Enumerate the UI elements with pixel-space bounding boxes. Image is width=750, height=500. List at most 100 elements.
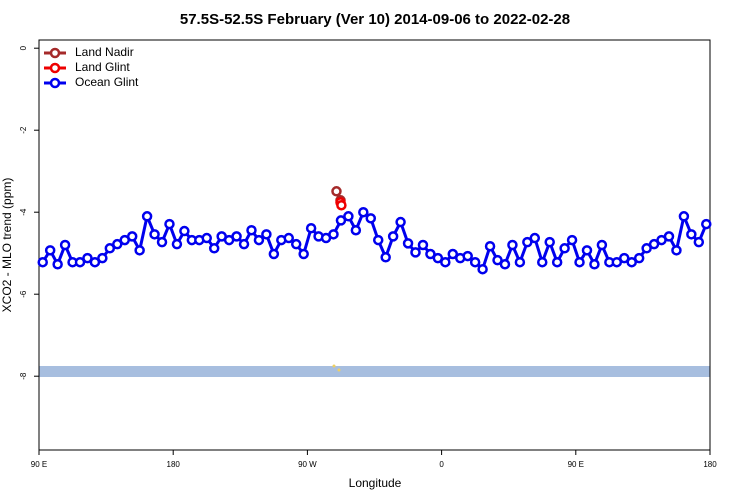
point <box>619 252 630 264</box>
point <box>305 222 317 234</box>
legend-marker <box>49 47 61 59</box>
point <box>97 252 108 264</box>
point <box>246 224 257 236</box>
point <box>589 259 600 270</box>
point <box>328 229 339 240</box>
point <box>59 239 71 251</box>
y-tick-label: -2 <box>19 126 28 134</box>
point <box>402 238 414 249</box>
point <box>331 186 342 197</box>
point <box>358 206 369 218</box>
point <box>37 256 48 268</box>
point <box>499 259 511 270</box>
point <box>529 232 541 244</box>
y-tick-label: -8 <box>19 372 28 380</box>
point <box>387 231 399 242</box>
legend-label: Ocean Glint <box>75 75 139 89</box>
land-speck <box>332 364 336 368</box>
point <box>626 256 637 268</box>
point <box>596 239 608 251</box>
point <box>648 238 660 250</box>
point <box>410 247 421 258</box>
point <box>112 238 123 250</box>
y-tick-label: -4 <box>19 208 28 216</box>
point <box>492 254 503 266</box>
point <box>134 245 145 256</box>
point <box>268 248 280 260</box>
point <box>141 211 153 222</box>
point <box>559 243 570 254</box>
point <box>425 248 436 260</box>
point <box>611 256 623 268</box>
point <box>693 236 705 248</box>
plot-frame <box>38 39 711 451</box>
point <box>343 211 354 222</box>
point <box>447 248 459 260</box>
point <box>201 232 212 244</box>
point <box>336 199 347 211</box>
point <box>179 225 190 237</box>
point <box>566 234 578 246</box>
point <box>298 248 309 260</box>
chart-title: 57.5S-52.5S February (Ver 10) 2014-09-06… <box>180 11 570 28</box>
point <box>365 213 377 224</box>
y-tick-label: -6 <box>19 290 28 298</box>
point <box>671 245 682 256</box>
x-tick-label: 90 E <box>31 460 47 469</box>
point <box>290 238 302 250</box>
point <box>701 218 712 230</box>
point <box>507 239 518 251</box>
point <box>432 252 444 264</box>
point <box>126 231 138 242</box>
point <box>537 256 548 268</box>
point <box>462 250 473 262</box>
land-speck <box>337 368 341 372</box>
x-tick-label: 90 W <box>298 460 317 469</box>
x-tick-label: 180 <box>703 460 717 469</box>
x-tick-label: 90 E <box>568 460 584 469</box>
point <box>208 243 220 254</box>
point <box>52 259 63 270</box>
point <box>663 231 675 242</box>
y-axis-label: XCO2 - MLO trend (ppm) <box>0 178 14 313</box>
point <box>350 224 362 236</box>
legend-marker <box>49 62 61 74</box>
point <box>156 236 168 248</box>
point <box>581 245 593 256</box>
point <box>417 239 429 251</box>
point <box>633 252 645 264</box>
point <box>44 245 56 256</box>
point <box>641 243 652 254</box>
x-tick-label: 0 <box>439 460 444 469</box>
point <box>514 256 526 268</box>
point <box>440 256 451 268</box>
point <box>335 215 347 226</box>
point <box>551 256 563 268</box>
x-axis-label: Longitude <box>349 476 402 490</box>
point <box>171 238 183 250</box>
point <box>395 216 406 228</box>
point <box>686 229 697 240</box>
point <box>149 229 160 240</box>
point <box>477 263 488 275</box>
point <box>82 252 93 264</box>
point <box>261 229 272 240</box>
point <box>678 211 690 222</box>
point <box>372 234 384 246</box>
legend-label: Land Nadir <box>75 45 134 59</box>
point <box>469 256 481 268</box>
point <box>283 232 295 244</box>
point <box>89 256 101 268</box>
point <box>484 240 496 252</box>
y-tick-label: 0 <box>19 45 28 50</box>
legend-marker <box>49 77 61 89</box>
point <box>380 252 391 263</box>
point <box>522 236 533 248</box>
point <box>238 238 250 250</box>
point <box>74 256 86 268</box>
point <box>231 231 242 242</box>
point <box>574 256 585 268</box>
point <box>104 243 116 254</box>
x-tick-label: 180 <box>167 460 181 469</box>
